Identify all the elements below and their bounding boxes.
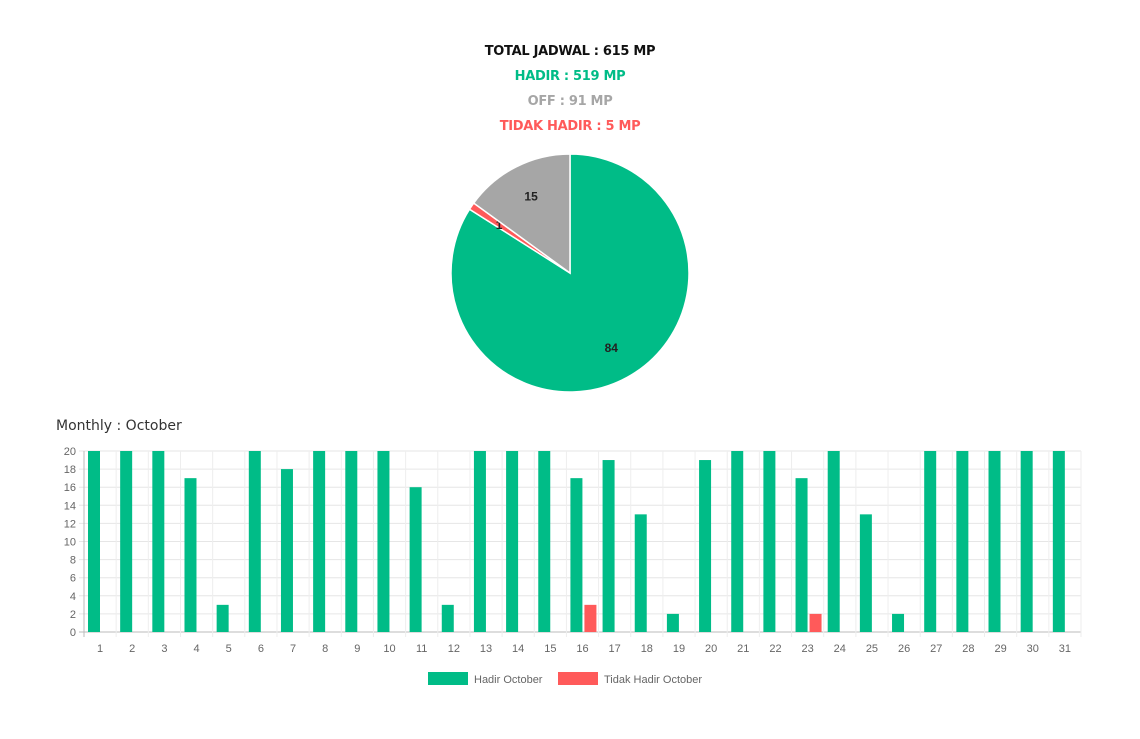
y-tick-label: 16 [64,482,76,494]
bar-tidak-hadir[interactable] [584,604,597,632]
bar-hadir[interactable] [924,451,937,632]
x-tick-label: 23 [802,643,814,655]
bar-hadir[interactable] [377,451,390,632]
x-tick-label: 2 [129,643,135,655]
x-tick-label: 19 [673,643,685,655]
bar-hadir[interactable] [859,514,872,632]
bar-hadir[interactable] [1052,451,1065,632]
summary-tidak-hadir: TIDAK HADIR : 5 MP [499,119,641,134]
bar-hadir[interactable] [345,451,358,632]
pie-slice-label: 84 [605,341,619,355]
bar-hadir[interactable] [892,613,905,632]
pie-chart: 84 1 15 [450,153,690,393]
bar-hadir[interactable] [506,451,519,632]
y-tick-label: 2 [70,609,76,621]
x-tick-label: 29 [994,643,1006,655]
x-tick-label: 7 [290,643,296,655]
x-tick-label: 3 [161,643,167,655]
legend-swatch-tidak-hadir[interactable] [558,672,598,685]
legend-swatch-hadir[interactable] [428,672,468,685]
bar-hadir[interactable] [248,451,261,632]
bar-hadir[interactable] [827,451,840,632]
bar-hadir[interactable] [409,487,422,632]
monthly-title: Monthly : October [56,418,182,434]
bar-hadir[interactable] [280,469,293,632]
bar-hadir[interactable] [731,451,744,632]
x-tick-label: 8 [322,643,328,655]
x-tick-label: 1 [97,643,103,655]
x-tick-label: 9 [354,643,360,655]
bar-hadir[interactable] [570,478,583,632]
x-tick-label: 28 [962,643,974,655]
x-tick-label: 16 [576,643,588,655]
bar-hadir[interactable] [120,451,133,632]
y-tick-label: 0 [70,627,76,639]
y-tick-label: 12 [64,518,76,530]
bar-hadir[interactable] [184,478,197,632]
summary-total: TOTAL JADWAL : 615 MP [484,44,656,59]
bar-hadir[interactable] [763,451,776,632]
x-tick-label: 15 [544,643,556,655]
x-tick-label: 5 [226,643,232,655]
bar-hadir[interactable] [699,460,712,632]
bar-hadir[interactable] [473,451,486,632]
x-tick-label: 10 [383,643,395,655]
bar-hadir[interactable] [956,451,969,632]
x-tick-label: 18 [641,643,653,655]
bar-hadir[interactable] [988,451,1001,632]
bar-hadir[interactable] [216,604,229,632]
legend-label-hadir[interactable]: Hadir October [474,674,543,686]
y-tick-label: 18 [64,464,76,476]
bar-hadir[interactable] [1020,451,1033,632]
y-tick-label: 6 [70,573,76,585]
bar-hadir[interactable] [441,604,454,632]
pie-slice-label: 15 [524,190,538,204]
bar-hadir[interactable] [313,451,326,632]
y-tick-label: 20 [64,446,76,458]
bar-hadir[interactable] [666,613,679,632]
bar-hadir[interactable] [634,514,647,632]
summary-off: OFF : 91 MP [527,94,613,109]
x-tick-label: 21 [737,643,749,655]
pie-slice-label: 1 [496,218,503,232]
y-tick-label: 4 [70,591,76,603]
y-tick-label: 10 [64,537,76,549]
bar-hadir[interactable] [795,478,808,632]
x-tick-label: 31 [1059,643,1071,655]
y-tick-label: 8 [70,555,76,567]
bar-hadir[interactable] [152,451,165,632]
x-tick-label: 25 [866,643,878,655]
x-tick-label: 14 [512,643,524,655]
bar-tidak-hadir[interactable] [809,613,822,632]
x-tick-label: 20 [705,643,717,655]
pie-slice[interactable] [472,153,571,275]
bar-hadir[interactable] [538,451,551,632]
x-tick-label: 22 [769,643,781,655]
x-tick-label: 6 [258,643,264,655]
x-tick-label: 30 [1027,643,1039,655]
x-tick-label: 24 [834,643,846,655]
x-tick-label: 12 [448,643,460,655]
x-tick-label: 17 [609,643,621,655]
summary-hadir: HADIR : 519 MP [514,69,626,84]
bar-hadir[interactable] [602,460,615,632]
x-tick-label: 4 [194,643,200,655]
legend-label-tidak-hadir[interactable]: Tidak Hadir October [604,674,702,686]
x-tick-label: 11 [416,643,427,655]
x-tick-label: 27 [930,643,942,655]
y-tick-label: 14 [64,500,76,512]
bar-hadir[interactable] [88,451,100,632]
x-tick-label: 13 [480,643,492,655]
x-tick-label: 26 [898,643,910,655]
